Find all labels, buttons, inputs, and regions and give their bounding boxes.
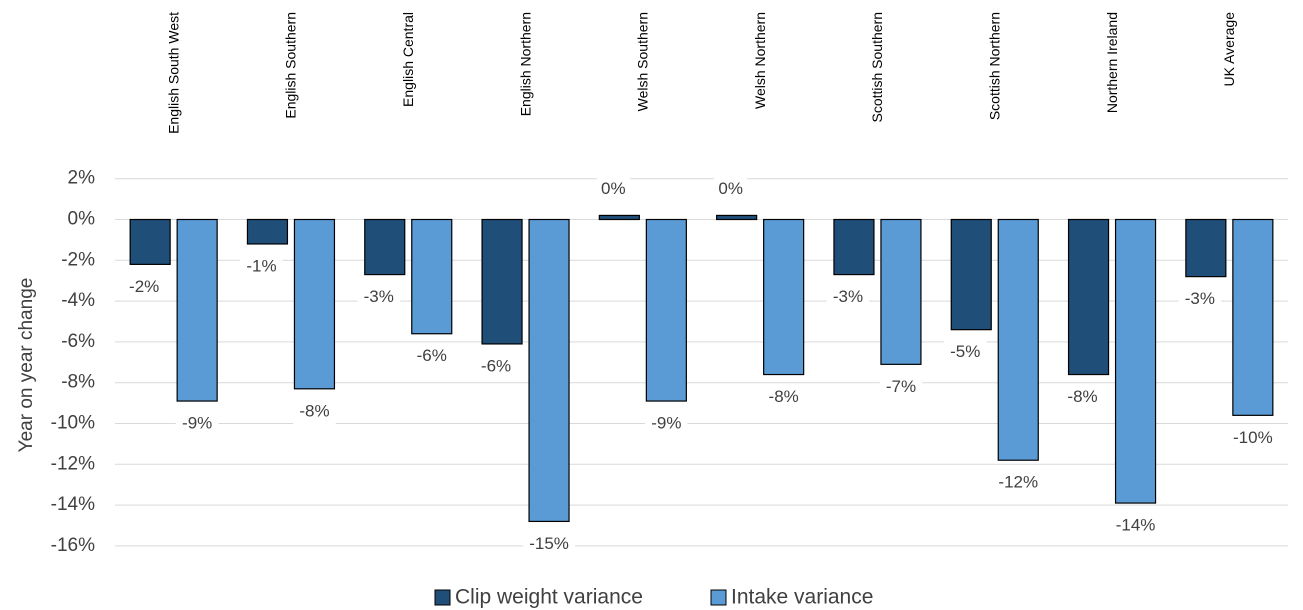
data-label: -3% xyxy=(833,287,863,306)
data-label: -12% xyxy=(998,473,1038,492)
bar xyxy=(997,218,1039,461)
bar xyxy=(880,218,922,365)
category-label: English Northern xyxy=(517,12,533,116)
data-label-bg xyxy=(523,531,576,558)
bar xyxy=(1114,218,1157,504)
y-axis-label: Year on year change xyxy=(16,278,37,453)
data-label: -9% xyxy=(651,414,681,433)
y-tick-label: -8% xyxy=(61,372,95,393)
data-label: -8% xyxy=(1067,387,1097,406)
bar xyxy=(246,218,289,245)
data-label: 0% xyxy=(601,179,626,198)
y-tick-label: -10% xyxy=(51,413,95,434)
gridlines xyxy=(115,178,1288,547)
category-label: English Southern xyxy=(283,12,299,119)
data-label-bg xyxy=(1178,286,1222,313)
data-label: -3% xyxy=(364,287,394,306)
data-label-bg xyxy=(992,470,1045,497)
bar xyxy=(950,218,992,331)
category-label: Scottish Northern xyxy=(986,12,1002,120)
data-label: -3% xyxy=(1185,289,1215,308)
bar xyxy=(481,218,523,345)
data-labels: -2% -9% -1% -8% -3% -6% -6% -15% 0% -9% 0% -8% -3% -7… xyxy=(122,176,1279,558)
data-label-bg xyxy=(596,176,630,203)
category-label: Welsh Northern xyxy=(752,12,768,109)
data-label-bg xyxy=(293,398,336,425)
data-label: 0% xyxy=(718,179,743,198)
data-label-bg xyxy=(879,374,923,401)
bar xyxy=(833,218,875,276)
legend-swatch xyxy=(710,589,727,606)
data-label: -5% xyxy=(950,342,980,361)
y-tick-label: -14% xyxy=(51,494,95,515)
data-label: -7% xyxy=(886,377,916,396)
category-label: Scottish Southern xyxy=(869,12,885,123)
y-tick-labels: 2% 0% -2% -4% -6% -8% -10% -12% -14% -16% xyxy=(51,168,95,556)
data-label-bg xyxy=(762,384,805,411)
data-label-bg xyxy=(474,353,518,380)
data-label: -6% xyxy=(481,356,511,375)
category-label: Welsh Southern xyxy=(635,12,651,111)
data-label: -2% xyxy=(129,277,159,296)
data-label-bg xyxy=(645,411,688,438)
bar xyxy=(411,218,453,335)
bar xyxy=(1067,218,1110,376)
data-label: -10% xyxy=(1233,428,1273,447)
y-tick-label: 2% xyxy=(68,168,96,189)
y-tick-label: -2% xyxy=(61,249,95,270)
data-label-bg xyxy=(1226,425,1279,452)
bar xyxy=(129,218,171,265)
y-tick-label: -16% xyxy=(51,535,95,556)
legend-label: Clip weight variance xyxy=(455,586,643,609)
data-label-bg xyxy=(122,274,166,301)
category-label: UK Average xyxy=(1221,12,1237,87)
data-label: -8% xyxy=(769,387,799,406)
bars xyxy=(129,214,1274,523)
data-label-bg xyxy=(714,176,748,203)
data-label-bg xyxy=(826,284,870,311)
legend-swatch xyxy=(434,589,451,606)
bar xyxy=(763,218,805,376)
data-label: -6% xyxy=(417,346,447,365)
bar xyxy=(176,218,218,402)
data-label: -14% xyxy=(1116,516,1156,535)
y-tick-label: -4% xyxy=(61,290,95,311)
bar xyxy=(598,214,640,221)
bar xyxy=(1232,218,1274,416)
bar xyxy=(716,214,758,221)
data-label-bg xyxy=(357,284,400,311)
y-tick-label: -12% xyxy=(51,453,95,474)
y-tick-label: -6% xyxy=(61,331,95,352)
data-label-bg xyxy=(1109,513,1162,540)
bar xyxy=(364,218,406,276)
y-tick-label: 0% xyxy=(68,209,96,230)
category-label: Northern Ireland xyxy=(1104,12,1120,113)
category-label: English Central xyxy=(400,12,416,107)
data-label: -1% xyxy=(246,256,276,275)
legend-label: Intake variance xyxy=(731,586,873,609)
category-label: English South West xyxy=(165,12,181,134)
data-label: -9% xyxy=(182,414,212,433)
data-label-bg xyxy=(944,339,987,366)
data-label-bg xyxy=(240,253,283,280)
bar xyxy=(293,218,336,390)
data-label: -8% xyxy=(299,401,329,420)
bar xyxy=(528,218,570,523)
data-label-bg xyxy=(1061,384,1104,411)
bar xyxy=(1185,218,1227,278)
data-label-bg xyxy=(175,411,219,438)
category-labels: English South West English Southern Englis… xyxy=(165,12,1237,134)
bar xyxy=(645,218,687,402)
legend: Clip weight variance Intake variance xyxy=(434,586,873,609)
data-label: -15% xyxy=(529,534,569,553)
data-label-bg xyxy=(410,343,453,370)
